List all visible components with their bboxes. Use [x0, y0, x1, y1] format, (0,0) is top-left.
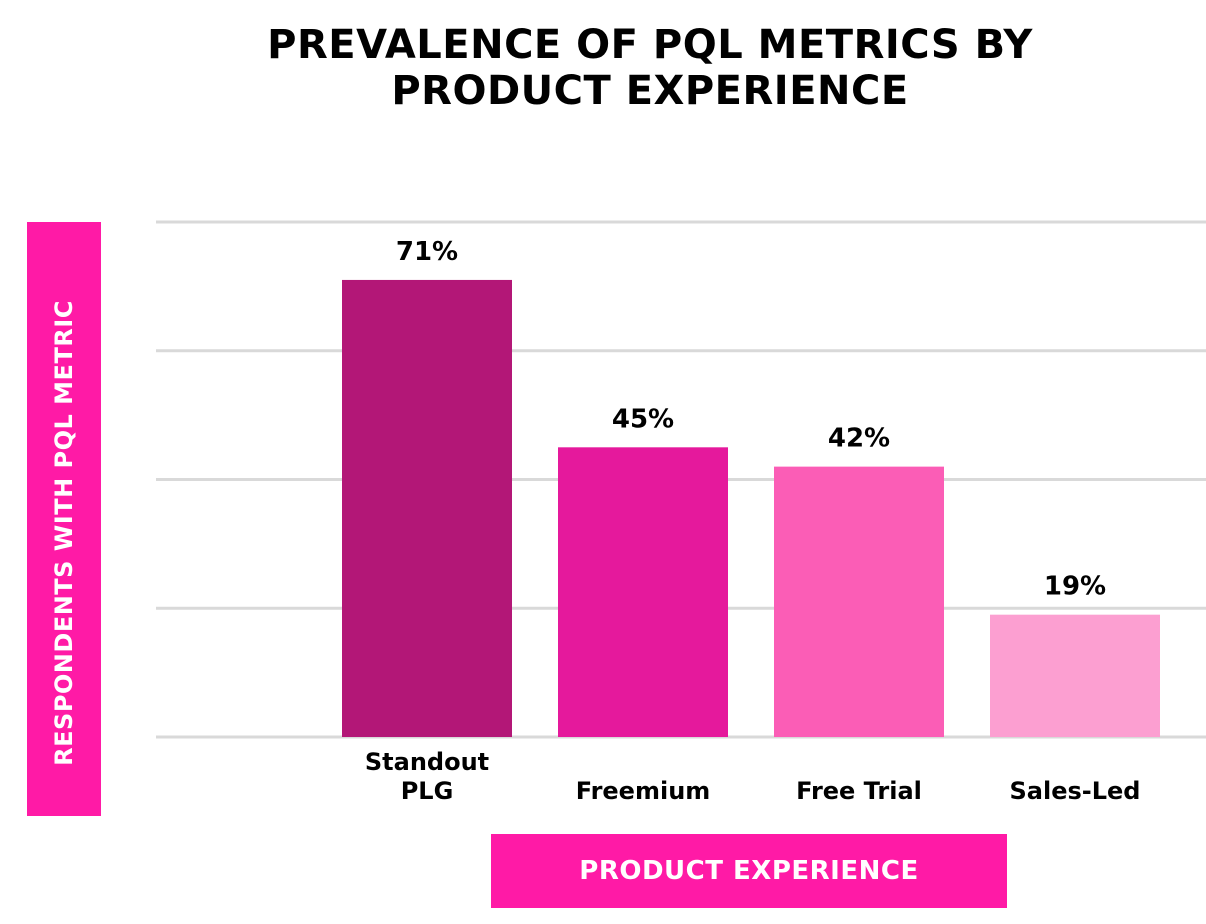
- data-labels: 71% 45% 42% 19%: [396, 237, 1106, 602]
- bars: [342, 279, 1160, 737]
- bar-0: [342, 279, 512, 737]
- x-axis-label: PRODUCT EXPERIENCE: [579, 856, 919, 886]
- y-axis-label-box: [27, 222, 101, 816]
- category-label-3: Sales-Led: [1010, 777, 1141, 805]
- category-label-3-line-0: Sales-Led: [1010, 777, 1141, 805]
- category-label-1-line-0: Freemium: [576, 777, 711, 805]
- chart-title-line-2: PRODUCT EXPERIENCE: [391, 68, 909, 114]
- chart-title-line-1: PREVALENCE OF PQL METRICS BY: [267, 22, 1033, 68]
- bar-3: [990, 614, 1160, 737]
- category-label-1: Freemium: [576, 777, 711, 805]
- category-label-0-line-1: PLG: [401, 777, 454, 805]
- data-label-2: 42%: [828, 424, 890, 454]
- category-label-2: Free Trial: [796, 777, 922, 805]
- category-label-0-line-0: Standout: [365, 748, 489, 776]
- x-axis-label-box: PRODUCT EXPERIENCE: [491, 834, 1007, 908]
- category-label-2-line-0: Free Trial: [796, 777, 922, 805]
- data-label-0: 71%: [396, 237, 458, 267]
- category-tick-labels: Standout PLG Freemium Free Trial Sales-Led: [365, 748, 1141, 805]
- bar-1: [558, 447, 728, 737]
- data-label-1: 45%: [612, 404, 674, 434]
- chart-title: PREVALENCE OF PQL METRICS BY PRODUCT EXP…: [150, 22, 1150, 114]
- bar-2: [774, 466, 944, 737]
- data-label-3: 19%: [1044, 572, 1106, 602]
- category-label-0: Standout PLG: [365, 748, 489, 805]
